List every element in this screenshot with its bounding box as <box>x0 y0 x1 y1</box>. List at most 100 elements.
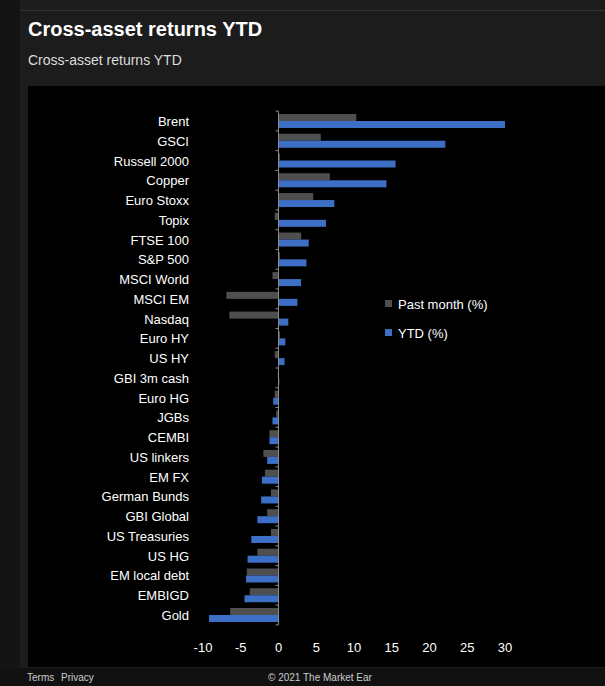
bar <box>245 595 279 602</box>
x-tick <box>505 625 506 628</box>
x-tick-label: 20 <box>422 640 436 655</box>
category-label: US HG <box>148 549 189 564</box>
y-axis-tick <box>276 348 279 349</box>
y-axis-tick <box>276 407 279 408</box>
page-subtitle: Cross-asset returns YTD <box>28 52 182 68</box>
x-tick <box>203 625 204 628</box>
bar <box>247 568 279 575</box>
bar <box>262 477 279 484</box>
bar <box>279 240 309 247</box>
category-label: Topix <box>159 213 190 228</box>
y-axis-tick <box>276 565 279 566</box>
category-label: MSCI EM <box>133 292 189 307</box>
category-label: JGBs <box>157 410 189 425</box>
header-line <box>20 10 605 11</box>
bar <box>279 259 307 266</box>
category-label: US HY <box>149 351 189 366</box>
bar <box>279 200 335 207</box>
bar <box>265 470 279 477</box>
bar <box>275 391 279 398</box>
background <box>0 0 605 686</box>
bar <box>279 338 286 345</box>
category-label: GSCI <box>157 134 189 149</box>
bar <box>246 575 278 582</box>
y-axis-tick <box>276 545 279 546</box>
category-label: FTSE 100 <box>130 233 189 248</box>
x-tick-label: 15 <box>385 640 399 655</box>
y-axis-tick <box>276 585 279 586</box>
x-tick <box>316 625 317 628</box>
bar <box>267 509 278 516</box>
bar <box>271 489 279 496</box>
x-tick <box>354 625 355 628</box>
y-axis-tick <box>276 288 279 289</box>
y-axis-tick <box>276 130 279 131</box>
category-label: Copper <box>146 173 189 188</box>
y-axis-tick <box>276 328 279 329</box>
bar <box>251 536 278 543</box>
category-label: GBI Global <box>125 509 189 524</box>
page-title: Cross-asset returns YTD <box>28 18 262 40</box>
category-label: EMBIGD <box>138 588 189 603</box>
y-axis-tick <box>276 308 279 309</box>
y-axis-tick <box>276 170 279 171</box>
category-label: US Treasuries <box>107 529 190 544</box>
footer <box>0 668 605 686</box>
bar <box>248 556 279 563</box>
category-label: EM local debt <box>110 568 189 583</box>
y-axis-tick <box>276 506 279 507</box>
footer-link[interactable]: Terms <box>27 672 54 683</box>
y-axis-tick <box>276 486 279 487</box>
category-label: Brent <box>158 114 189 129</box>
category-label: US linkers <box>130 450 190 465</box>
bar <box>275 351 279 358</box>
bar <box>269 430 278 437</box>
bar <box>257 516 278 523</box>
category-label: S&P 500 <box>138 252 189 267</box>
bar <box>279 299 298 306</box>
category-label: Nasdaq <box>144 312 189 327</box>
category-label: CEMBI <box>148 430 189 445</box>
y-axis-tick <box>276 249 279 250</box>
chart-panel <box>28 86 605 667</box>
legend-label: Past month (%) <box>398 297 488 312</box>
bars <box>209 114 505 622</box>
footer-link[interactable]: Privacy <box>61 672 94 683</box>
bar <box>279 121 506 128</box>
bar <box>279 279 302 286</box>
bar <box>230 608 278 615</box>
x-tick <box>240 625 241 628</box>
category-label: MSCI World <box>119 272 189 287</box>
x-tick-label: 25 <box>460 640 474 655</box>
y-axis-tick <box>276 190 279 191</box>
y-axis-tick <box>276 368 279 369</box>
category-label: Euro HG <box>138 391 189 406</box>
x-tick <box>391 625 392 628</box>
y-axis-tick <box>276 269 279 270</box>
y-axis-tick <box>276 427 279 428</box>
x-tick-label: 5 <box>313 640 320 655</box>
page: Cross-asset returns YTD Cross-asset retur… <box>0 0 605 686</box>
bar <box>275 213 279 220</box>
y-axis-tick <box>276 447 279 448</box>
category-label: German Bunds <box>102 489 190 504</box>
bar <box>279 220 327 227</box>
y-axis-tick <box>276 150 279 151</box>
bar <box>209 615 278 622</box>
bar <box>272 417 278 424</box>
y-axis-tick <box>276 387 279 388</box>
bar <box>250 588 279 595</box>
bar <box>279 173 330 180</box>
y-axis-tick <box>276 229 279 230</box>
bar <box>229 312 278 319</box>
category-label: GBI 3m cash <box>114 371 189 386</box>
legend-label: YTD (%) <box>398 326 448 341</box>
category-label: Euro Stoxx <box>125 193 189 208</box>
copyright: © 2021 The Market Ear <box>268 672 373 683</box>
bar <box>271 529 279 536</box>
bar <box>279 114 357 121</box>
bar <box>257 549 278 556</box>
bar <box>263 450 278 457</box>
bar <box>267 457 278 464</box>
bar <box>269 437 278 444</box>
